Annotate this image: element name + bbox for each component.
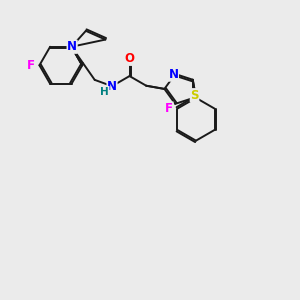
Text: S: S [190,89,199,102]
Text: O: O [124,52,134,65]
Text: N: N [169,68,178,81]
Text: N: N [107,80,117,93]
Text: F: F [27,59,35,72]
Text: F: F [165,102,173,115]
Text: N: N [67,40,77,53]
Text: H: H [100,86,109,97]
